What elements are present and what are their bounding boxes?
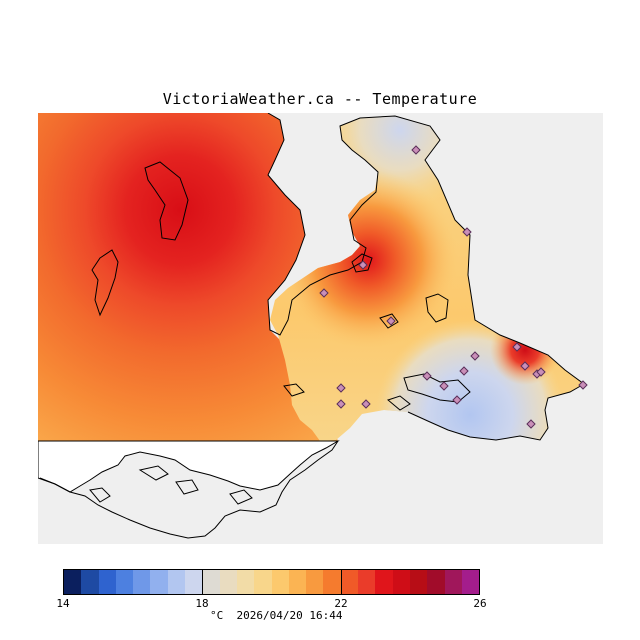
unshaded-land: [38, 440, 340, 493]
west-temperature-field: [38, 113, 338, 441]
colorbar-segment: [271, 570, 289, 594]
colorbar-segment: [306, 570, 324, 594]
station-marker[interactable]: [411, 145, 421, 155]
colorbar-segment: [444, 570, 462, 594]
east-temperature-field: [270, 116, 584, 441]
colorbar-segment: [115, 570, 134, 594]
colorbar-segment: [98, 570, 116, 594]
temperature-map: [38, 113, 603, 544]
station-marker[interactable]: [526, 419, 536, 429]
colorbar-segment: [254, 570, 272, 594]
colorbar-segment: [202, 570, 220, 594]
station-marker[interactable]: [319, 288, 329, 298]
colorbar-segment: [236, 570, 255, 594]
station-marker[interactable]: [386, 316, 396, 326]
station-marker[interactable]: [452, 395, 462, 405]
station-marker[interactable]: [336, 383, 346, 393]
colorbar-segment: [81, 570, 99, 594]
temperature-map-svg: [38, 113, 588, 539]
map-title: VictoriaWeather.ca -- Temperature: [162, 90, 478, 108]
colorbar-segment: [340, 570, 359, 594]
weather-stations: [319, 145, 588, 429]
colorbar-segment: [427, 570, 445, 594]
colorbar-segment: [323, 570, 341, 594]
station-marker[interactable]: [578, 380, 588, 390]
colorbar-segment: [461, 570, 480, 594]
colorbar-segment: [133, 570, 151, 594]
colorbar-segment: [409, 570, 428, 594]
map-footer: °C 2026/04/20 16:44: [210, 609, 342, 622]
colorbar-tick-mark: [341, 569, 342, 595]
temperature-colorbar: [63, 569, 480, 595]
colorbar-tick-label: 14: [56, 597, 70, 610]
station-marker[interactable]: [512, 342, 522, 352]
colorbar-segment: [392, 570, 410, 594]
coastlines: [39, 113, 585, 539]
colorbar-segment: [375, 570, 393, 594]
colorbar-segment: [219, 570, 237, 594]
station-marker[interactable]: [470, 351, 480, 361]
colorbar-segment: [150, 570, 168, 594]
station-marker[interactable]: [361, 399, 371, 409]
colorbar-segment: [358, 570, 376, 594]
station-marker[interactable]: [422, 371, 432, 381]
colorbar-segment: [185, 570, 203, 594]
colorbar-tick-mark: [202, 569, 203, 595]
unit-label: °C: [210, 609, 224, 622]
station-marker[interactable]: [358, 260, 368, 270]
station-marker[interactable]: [336, 399, 346, 409]
colorbar-tick-label: 18: [195, 597, 209, 610]
colorbar-tick-label: 26: [473, 597, 487, 610]
colorbar-tick-label: 22: [334, 597, 348, 610]
timestamp-label: 2026/04/20 16:44: [236, 609, 343, 622]
station-marker[interactable]: [536, 367, 546, 377]
station-marker[interactable]: [520, 361, 530, 371]
station-marker[interactable]: [462, 227, 472, 237]
station-marker[interactable]: [439, 381, 449, 391]
colorbar-segment: [64, 570, 82, 594]
station-marker[interactable]: [459, 366, 469, 376]
colorbar-segment: [288, 570, 307, 594]
colorbar-segment: [167, 570, 186, 594]
